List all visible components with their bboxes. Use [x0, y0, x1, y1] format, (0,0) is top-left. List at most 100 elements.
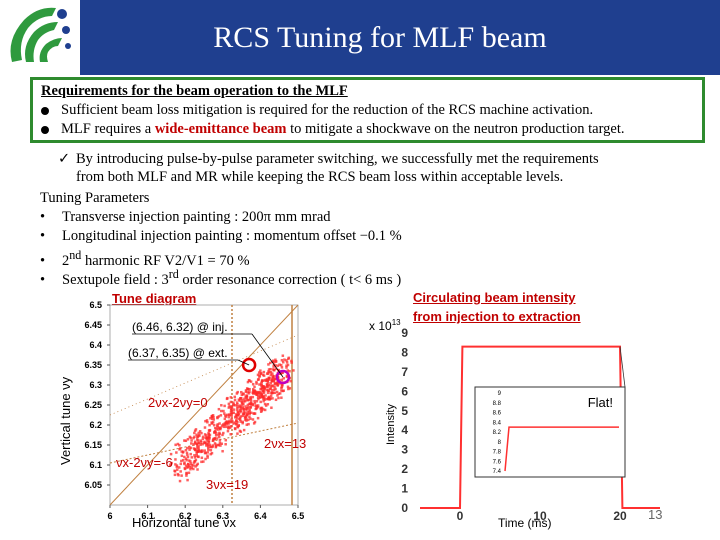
tune-scatter-point [215, 432, 218, 435]
tune-scatter-point [186, 453, 189, 457]
tune-ytick-label: 6.5 [89, 300, 102, 310]
tune-scatter-point [175, 464, 179, 467]
tune-scatter-point [279, 363, 283, 367]
tune-diagram-chart: 6 6.1 6.2 6.3 6.4 6.5 6.05 6.1 6.15 6.2 6.25 6.3 6.3… [58, 300, 306, 530]
intensity-ytick-label: 9 [401, 326, 408, 340]
tune-ytick-label: 6.2 [89, 420, 102, 430]
tune-scatter-point [206, 456, 209, 459]
intensity-title-line1: Circulating beam intensity [413, 290, 576, 305]
tune-scatter-point [236, 390, 239, 394]
intensity-ylabel: Intensity [385, 404, 397, 445]
tune-scatter-point [178, 448, 181, 451]
tune-scatter-point [189, 467, 192, 471]
tune-scatter-point [274, 360, 278, 363]
tune-scatter-point [209, 452, 212, 456]
tune-scatter-point [218, 435, 221, 439]
tune-scatter-point [195, 450, 198, 454]
tune-scatter-point [197, 434, 201, 437]
tune-scatter-point [230, 425, 233, 428]
tune-scatter-point [273, 375, 276, 378]
tune-scatter-point [248, 387, 251, 391]
tune-scatter-point [200, 456, 204, 460]
tune-scatter-point [212, 418, 216, 421]
tune-scatter-point [248, 390, 251, 394]
tune-scatter-point [247, 392, 251, 395]
tune-scatter-point [232, 403, 235, 407]
tune-scatter-point [195, 454, 198, 458]
tune-scatter-point [267, 370, 270, 373]
tune-scatter-point [238, 405, 242, 408]
tune-scatter-point [251, 418, 255, 421]
tune-scatter-point [219, 414, 223, 417]
tune-scatter-point [194, 458, 198, 462]
tune-scatter-point [245, 414, 248, 417]
tune-scatter-point [205, 442, 209, 446]
tune-scatter-point [265, 397, 269, 401]
tune-scatter-point [266, 381, 270, 384]
tune-points [237, 333, 291, 385]
tune-scatter-point [280, 378, 284, 382]
tune-scatter-point [206, 454, 209, 457]
tune-scatter-point [246, 405, 250, 409]
tune-scatter-point [195, 438, 199, 441]
tune-scatter-point [253, 420, 257, 424]
tune-scatter-point [263, 398, 266, 401]
tune-scatter-point [260, 387, 263, 391]
tuning-text: Longitudinal injection painting : moment… [62, 228, 402, 244]
tune-scatter-point [273, 391, 277, 395]
tune-scatter-point [253, 412, 256, 415]
tune-scatter-point [229, 433, 232, 436]
tune-scatter-point [225, 421, 229, 425]
tune-scatter-point [206, 444, 210, 448]
tune-scatter-point [271, 397, 274, 400]
tune-scatter-point [286, 369, 290, 372]
tune-scatter-point [241, 421, 244, 425]
tune-scatter-point [252, 392, 255, 395]
tune-scatter-point [178, 444, 181, 447]
tune-scatter-point [208, 445, 212, 448]
tune-diagram-title: Tune diagram [112, 291, 197, 306]
tune-scatter-point [241, 398, 244, 402]
requirement-text: to mitigate a shockwave on the neutron p… [286, 121, 625, 137]
tune-scatter-point [285, 364, 288, 367]
tune-scatter-point [227, 422, 230, 425]
tune-scatter-point [248, 412, 251, 416]
intensity-axes: 0 1 2 3 4 5 6 7 8 9 0 10 20 [401, 326, 627, 523]
tune-scatter-point [262, 391, 266, 394]
tune-scatter-point [217, 415, 221, 418]
tune-scatter-point [239, 407, 242, 410]
tune-scatter-point [236, 406, 239, 410]
requirement-text: MLF requires a [61, 121, 155, 137]
tune-scatter-point [252, 422, 256, 425]
tune-scatter-point [209, 448, 213, 452]
tune-scatter-point [237, 424, 241, 427]
inj-leader [251, 333, 284, 378]
tune-scatter-point [288, 369, 291, 373]
tune-ytick-label: 6.3 [89, 380, 102, 390]
tune-scatter-point [220, 404, 223, 407]
tune-scatter-point [266, 372, 269, 375]
tune-scatter-point [185, 471, 188, 475]
tune-scatter-point [238, 399, 241, 402]
tune-scatter-point [188, 446, 191, 449]
tune-scatter-point [242, 410, 245, 414]
tune-scatter-point [271, 372, 274, 375]
tune-scatter-point [232, 411, 235, 414]
tune-scatter-point [188, 435, 192, 439]
tune-scatter-point [227, 415, 231, 419]
tune-scatter-point [217, 407, 221, 411]
tune-scatter-point [269, 384, 272, 388]
tune-scatter-point [271, 384, 275, 387]
tune-scatter-point [253, 401, 257, 405]
tune-scatter-point [203, 449, 206, 452]
tune-scatter-point [219, 444, 222, 447]
tune-scatter-point [205, 419, 209, 422]
tune-scatter-point [184, 464, 188, 467]
tune-scatter-point [260, 386, 264, 390]
tune-scatter-point [223, 423, 226, 427]
tune-scatter-point [236, 405, 239, 408]
requirements-box: Requirements for the beam operation to t… [30, 77, 705, 143]
highlight-text: wide-emittance beam [154, 121, 287, 137]
tune-scatter-point [229, 396, 233, 399]
tune-scatter-point [246, 403, 250, 407]
